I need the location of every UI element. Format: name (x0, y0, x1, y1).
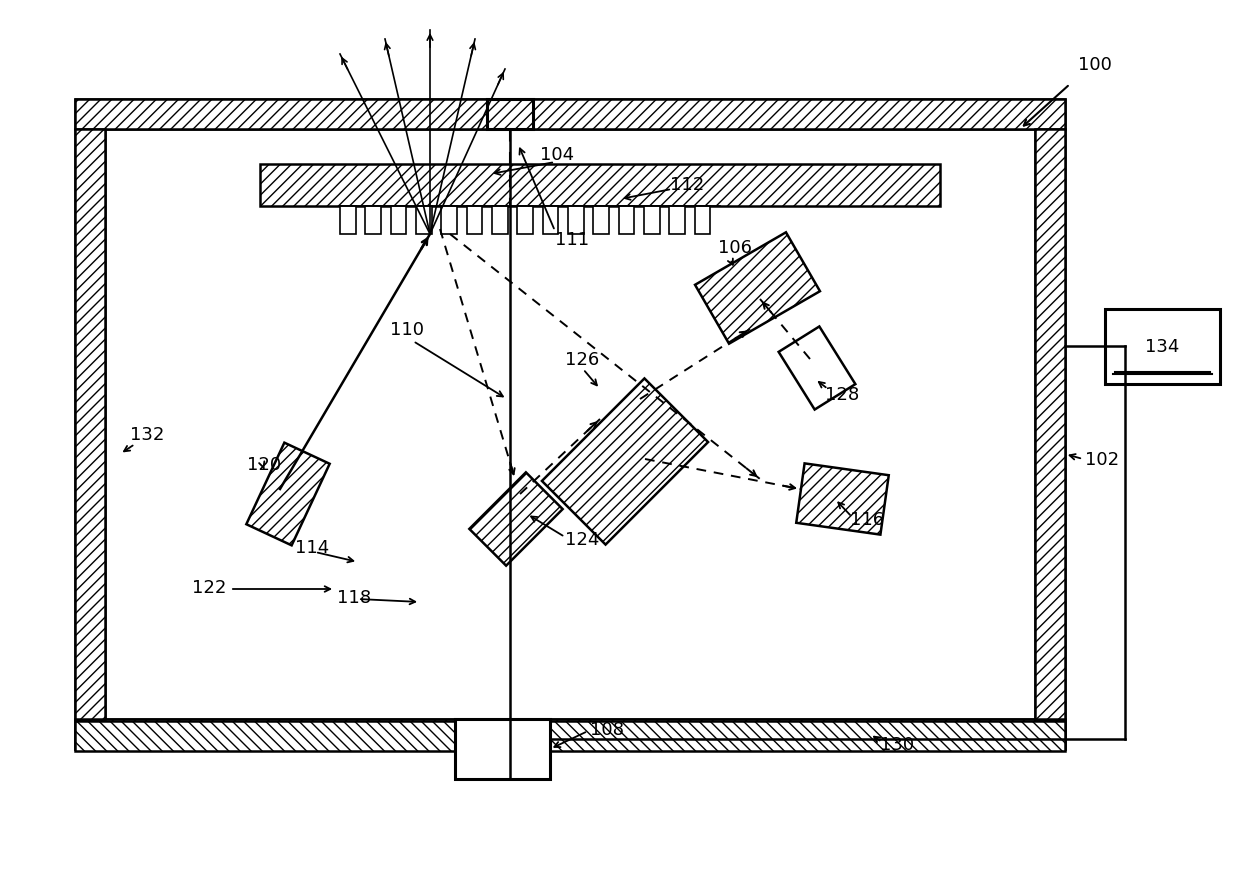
Polygon shape (543, 207, 558, 235)
Polygon shape (487, 100, 533, 129)
Text: 132: 132 (130, 426, 165, 443)
Polygon shape (568, 207, 584, 235)
Polygon shape (74, 100, 1065, 749)
Polygon shape (619, 207, 635, 235)
Polygon shape (1035, 129, 1065, 720)
Polygon shape (391, 207, 407, 235)
Text: 104: 104 (539, 146, 574, 164)
Text: 124: 124 (565, 530, 599, 548)
Polygon shape (796, 464, 889, 535)
Polygon shape (74, 721, 1065, 751)
Text: 110: 110 (391, 321, 424, 339)
Polygon shape (542, 379, 708, 545)
Polygon shape (247, 443, 330, 546)
Polygon shape (105, 129, 1035, 720)
Text: 134: 134 (1145, 338, 1179, 355)
Polygon shape (441, 207, 458, 235)
Text: 114: 114 (295, 539, 330, 556)
Text: 108: 108 (590, 720, 624, 738)
Polygon shape (74, 720, 1065, 749)
Polygon shape (340, 207, 356, 235)
Polygon shape (415, 207, 432, 235)
Polygon shape (455, 720, 551, 779)
Text: 126: 126 (565, 350, 599, 368)
Text: 128: 128 (825, 386, 859, 403)
Polygon shape (260, 165, 940, 207)
Text: 111: 111 (556, 231, 589, 249)
Text: 112: 112 (670, 176, 704, 194)
Text: 100: 100 (1078, 56, 1112, 74)
Polygon shape (696, 233, 820, 344)
Text: 118: 118 (337, 588, 371, 607)
Polygon shape (466, 207, 482, 235)
Polygon shape (1105, 309, 1220, 385)
Text: 102: 102 (1085, 450, 1120, 468)
Polygon shape (469, 473, 563, 566)
Polygon shape (517, 207, 533, 235)
Polygon shape (487, 100, 533, 129)
Text: 106: 106 (718, 239, 751, 256)
Polygon shape (779, 327, 856, 410)
Text: 116: 116 (849, 510, 884, 528)
Polygon shape (366, 207, 381, 235)
Polygon shape (74, 100, 1065, 129)
Polygon shape (644, 207, 660, 235)
Polygon shape (74, 129, 105, 720)
Text: 122: 122 (192, 579, 227, 596)
Polygon shape (670, 207, 684, 235)
Polygon shape (492, 207, 507, 235)
Text: 130: 130 (880, 735, 914, 753)
Text: 120: 120 (247, 455, 281, 474)
Polygon shape (694, 207, 711, 235)
Polygon shape (593, 207, 609, 235)
